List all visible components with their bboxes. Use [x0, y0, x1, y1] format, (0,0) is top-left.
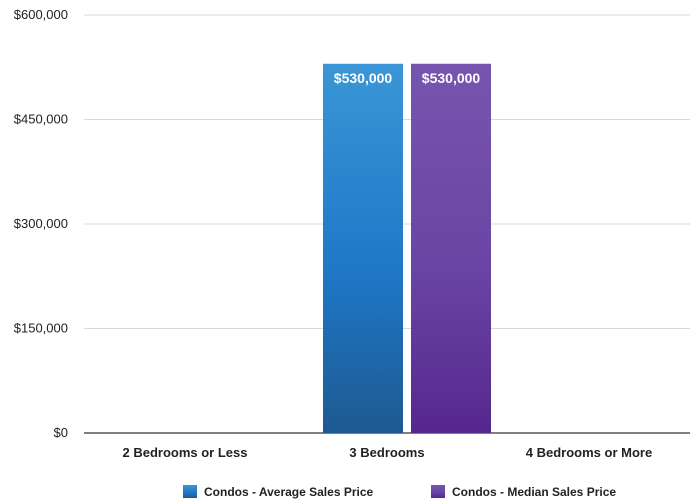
legend-label: Condos - Median Sales Price — [452, 485, 616, 499]
bars: $530,000 $530,000 — [323, 63, 491, 434]
y-tick-label: $600,000 — [14, 7, 68, 22]
bar — [411, 63, 491, 434]
x-tick-label: 4 Bedrooms or More — [526, 445, 652, 460]
legend: Condos - Average Sales Price Condos - Med… — [183, 485, 616, 499]
x-tick-label: 3 Bedrooms — [349, 445, 424, 460]
y-tick-label: $450,000 — [14, 112, 68, 127]
y-axis: $0 $150,000 $300,000 $450,000 $600,000 — [14, 7, 68, 440]
legend-item: Condos - Median Sales Price — [431, 485, 616, 499]
y-tick-label: $150,000 — [14, 321, 68, 336]
y-tick-label: $0 — [54, 425, 68, 440]
data-label: $530,000 — [422, 70, 481, 86]
y-tick-label: $300,000 — [14, 216, 68, 231]
x-tick-label: 2 Bedrooms or Less — [123, 445, 248, 460]
legend-label: Condos - Average Sales Price — [204, 485, 374, 499]
legend-item: Condos - Average Sales Price — [183, 485, 374, 499]
bar — [323, 63, 403, 434]
x-axis: 2 Bedrooms or Less 3 Bedrooms 4 Bedrooms o… — [123, 445, 653, 460]
legend-swatch — [431, 485, 445, 498]
data-label: $530,000 — [334, 70, 393, 86]
legend-swatch — [183, 485, 197, 498]
